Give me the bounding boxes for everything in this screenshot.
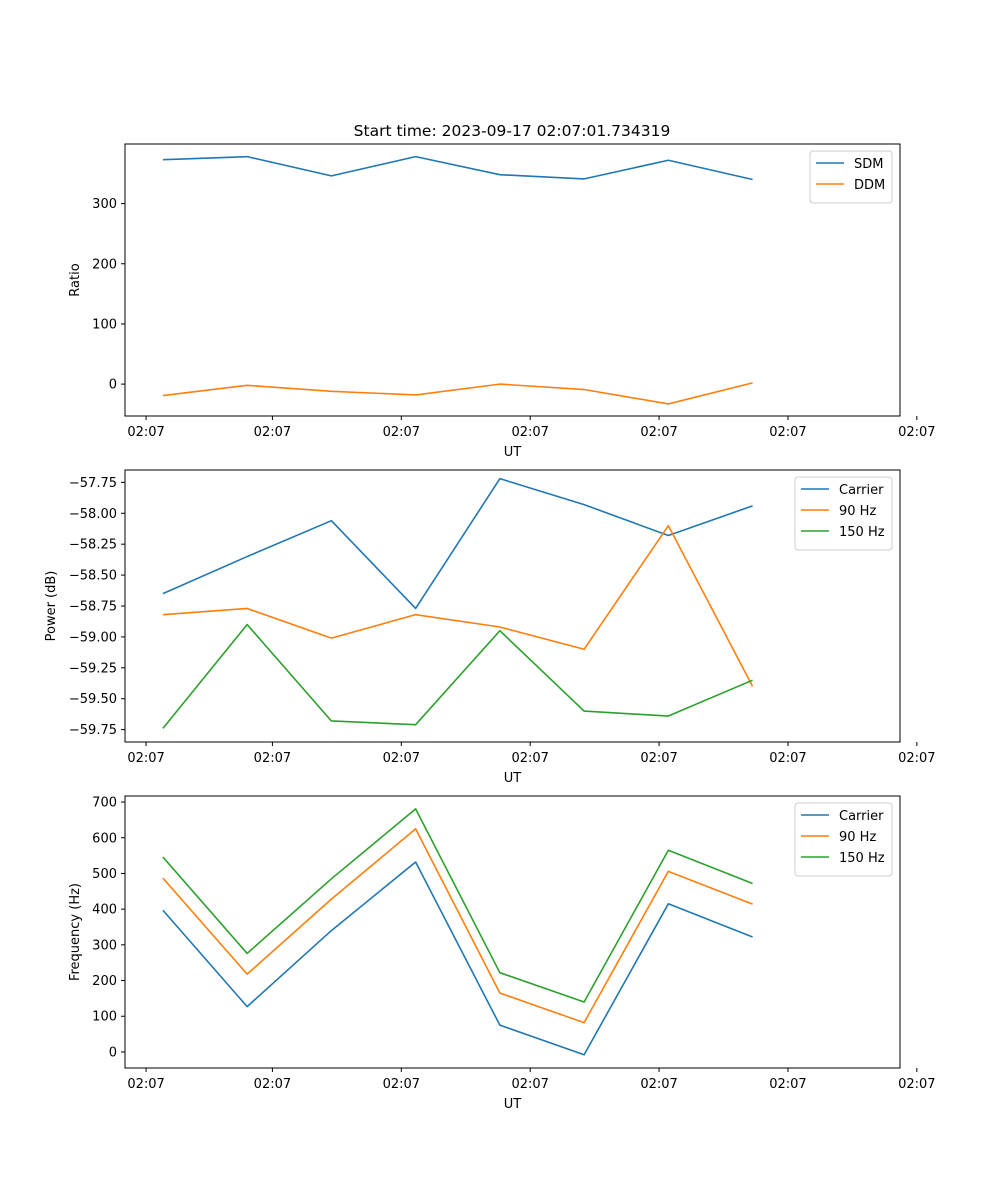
y-tick-label: −59.75 <box>69 723 117 738</box>
series-line-ddm <box>162 382 753 405</box>
y-axis-label: Power (dB) <box>44 571 59 642</box>
legend: SDM DDM <box>809 150 893 204</box>
legend-label: 150 Hz <box>839 525 885 540</box>
x-tick-label: 02:07 <box>898 751 935 766</box>
x-tick-label: 02:07 <box>127 1077 164 1092</box>
x-tick-label: 02:07 <box>769 751 806 766</box>
x-tick-label: 02:07 <box>127 751 164 766</box>
legend-label: 90 Hz <box>839 504 876 519</box>
subplot-3: 02:07 02:07 02:07 02:07 02:07 02:07 02:07 0 100 2… <box>68 795 936 1112</box>
x-tick-label: 02:07 <box>898 425 935 440</box>
x-tick-label: 02:07 <box>769 1077 806 1092</box>
y-axis-label: Frequency (Hz) <box>68 883 83 981</box>
axes-frame <box>124 143 901 417</box>
y-tick-label: 500 <box>92 867 117 882</box>
series-line-90-hz <box>162 524 754 687</box>
y-tick-label: −59.50 <box>69 692 117 707</box>
x-axis-label: UT <box>504 445 522 460</box>
y-tick-label: 0 <box>109 378 117 393</box>
x-tick-label: 02:07 <box>511 425 548 440</box>
x-tick-label: 02:07 <box>769 425 806 440</box>
x-tick-label: 02:07 <box>383 1077 420 1092</box>
legend-label: DDM <box>854 178 885 193</box>
y-tick-label: 200 <box>92 257 117 272</box>
series-line-carrier <box>162 477 753 610</box>
y-tick-label: −58.25 <box>69 538 117 553</box>
y-tick-label: 200 <box>92 974 117 989</box>
x-tick-label: 02:07 <box>254 1077 291 1092</box>
legend-box <box>809 150 893 204</box>
x-axis-label: UT <box>504 1097 522 1112</box>
axes-frame <box>124 795 901 1069</box>
figure-title: Start time: 2023-09-17 02:07:01.734319 <box>354 122 671 140</box>
series-line-sdm <box>162 155 753 181</box>
x-tick-label: 02:07 <box>254 751 291 766</box>
x-tick-label: 02:07 <box>383 751 420 766</box>
y-tick-label: −58.50 <box>69 569 117 584</box>
x-tick-label: 02:07 <box>640 751 677 766</box>
y-tick-label: 300 <box>92 938 117 953</box>
y-tick-label: 700 <box>92 796 117 811</box>
x-tick-label: 02:07 <box>383 425 420 440</box>
legend-label: Carrier <box>839 809 884 824</box>
y-tick-label: −57.75 <box>69 476 117 491</box>
legend: Carrier 90 Hz 150 Hz <box>794 476 893 551</box>
y-tick-label: 100 <box>92 317 117 332</box>
legend-label: SDM <box>854 157 883 172</box>
series-line-150-hz <box>162 623 753 729</box>
y-axis-label: Ratio <box>68 263 83 296</box>
subplot-1: 02:07 02:07 02:07 02:07 02:07 02:07 02:07 0 100 2… <box>68 143 936 460</box>
legend-label: 150 Hz <box>839 851 885 866</box>
y-tick-label: 300 <box>92 197 117 212</box>
series-line-150-hz <box>162 808 753 1003</box>
y-tick-label: 0 <box>109 1045 117 1060</box>
x-tick-label: 02:07 <box>127 425 164 440</box>
y-tick-label: −58.75 <box>69 600 117 615</box>
legend-label: Carrier <box>839 483 884 498</box>
y-tick-label: 600 <box>92 831 117 846</box>
y-tick-label: −59.25 <box>69 661 117 676</box>
x-tick-label: 02:07 <box>640 1077 677 1092</box>
y-tick-label: 100 <box>92 1010 117 1025</box>
x-tick-label: 02:07 <box>511 1077 548 1092</box>
subplot-2: 02:07 02:07 02:07 02:07 02:07 02:07 02:07 −59.7… <box>44 469 936 786</box>
series-line-carrier <box>162 861 753 1056</box>
x-tick-label: 02:07 <box>640 425 677 440</box>
x-tick-label: 02:07 <box>898 1077 935 1092</box>
series-line-90-hz <box>162 828 753 1024</box>
legend-label: 90 Hz <box>839 830 876 845</box>
y-tick-label: 400 <box>92 903 117 918</box>
x-tick-label: 02:07 <box>254 425 291 440</box>
y-tick-label: −58.00 <box>69 507 117 522</box>
y-tick-label: −59.00 <box>69 630 117 645</box>
x-axis-label: UT <box>504 771 522 786</box>
legend: Carrier 90 Hz 150 Hz <box>794 802 893 877</box>
x-tick-label: 02:07 <box>511 751 548 766</box>
